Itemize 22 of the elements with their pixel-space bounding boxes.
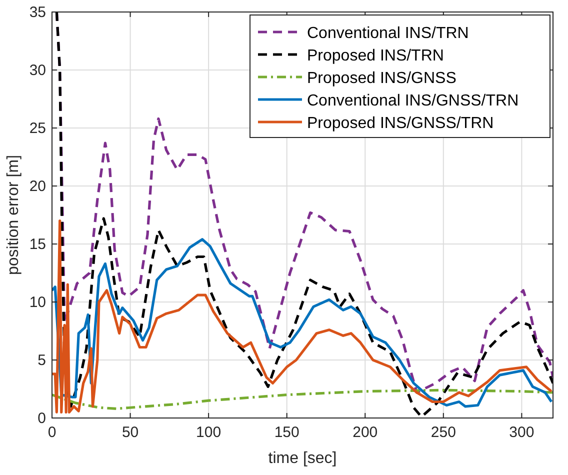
y-tick-label: 0 xyxy=(38,410,46,427)
legend-label: Proposed INS/TRN xyxy=(307,48,444,64)
legend-label: Conventional INS/TRN xyxy=(307,25,469,42)
line-series xyxy=(52,388,553,410)
legend-label: Proposed INS/GNSS/TRN xyxy=(307,115,494,132)
x-tick-label: 150 xyxy=(274,424,300,441)
y-tick-label: 15 xyxy=(29,236,46,253)
x-axis-title: time [sec] xyxy=(268,450,337,467)
y-tick-label: 20 xyxy=(29,178,46,195)
x-tick-label: 100 xyxy=(196,424,222,441)
x-tick-label: 50 xyxy=(122,424,139,441)
legend-label: Conventional INS/GNSS/TRN xyxy=(307,92,519,110)
x-tick-label: 300 xyxy=(509,424,534,441)
x-tick-label: 250 xyxy=(430,424,456,441)
y-tick-label: 5 xyxy=(38,352,46,369)
y-tick-label: 10 xyxy=(29,294,46,311)
y-tick-label: 35 xyxy=(29,4,46,21)
y-tick-label: 30 xyxy=(29,62,46,79)
legend-label: Proposed INS/GNSS xyxy=(307,70,456,87)
x-tick-label: 200 xyxy=(352,424,378,441)
y-axis-title: position error [m] xyxy=(5,154,22,276)
y-tick-label: 25 xyxy=(29,120,46,137)
